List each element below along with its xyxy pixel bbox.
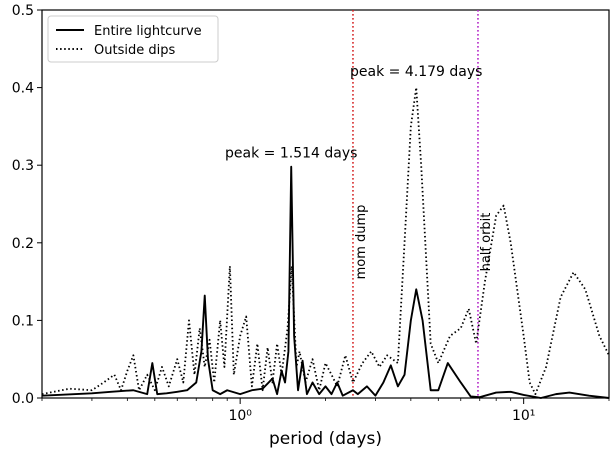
y-tick-label-4: 0.4 [12,81,34,97]
plot-area [41,9,610,399]
vline-label-1: half orbit [479,213,494,272]
vertical-reference-lines: mom dump half orbit [352,10,494,398]
series-line-1 [41,86,610,396]
x-axis-label: period (days) [269,429,382,449]
x-tick-label-1: 10¹ [512,408,535,424]
y-tick-label-0: 0.0 [12,391,34,407]
x-axis: 10⁰ 10¹ [41,398,610,424]
series-line-0 [41,165,610,399]
series-lines [41,86,610,399]
vline-label-0: mom dump [354,205,369,280]
y-tick-label-3: 0.3 [12,158,34,174]
legend-label-0: Entire lightcurve [94,24,202,39]
legend-box [47,15,219,63]
y-tick-label-5: 0.5 [12,3,34,19]
x-tick-label-0: 10⁰ [228,408,252,424]
peak-annotation-0: peak = 1.514 days [225,145,357,161]
legend: Entire lightcurve Outside dips [47,15,219,63]
peak-annotation-1: peak = 4.179 days [350,64,482,80]
legend-label-1: Outside dips [94,43,175,58]
peak-annotations: peak = 1.514 days peak = 4.179 days [225,64,482,161]
y-tick-label-2: 0.2 [12,236,34,252]
plot-frame [41,9,610,399]
y-axis: 0.0 0.1 0.2 0.3 0.4 0.5 [12,3,42,407]
y-tick-label-1: 0.1 [12,313,34,329]
